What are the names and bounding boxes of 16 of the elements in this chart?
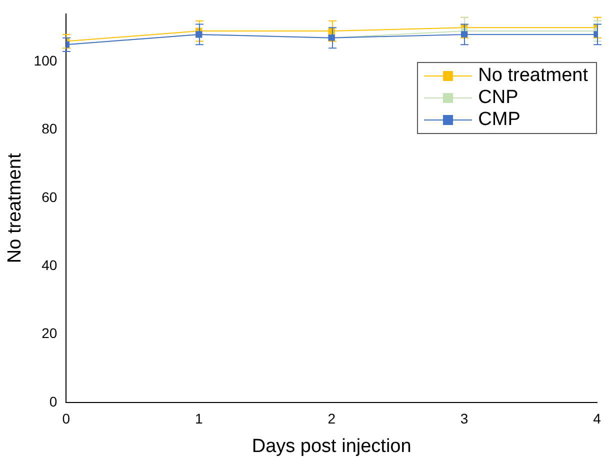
- x-tick-label: 0: [62, 410, 70, 427]
- x-tick-label: 3: [460, 410, 468, 427]
- y-tick-label: 60: [42, 188, 58, 205]
- x-tick-label: 1: [194, 410, 203, 427]
- y-tick-label: 80: [42, 120, 58, 137]
- x-tick-label: 2: [328, 410, 336, 427]
- y-tick-label: 40: [42, 256, 58, 273]
- y-tick-label: 20: [42, 325, 58, 342]
- legend-label: CMP: [478, 109, 520, 131]
- x-axis-title: Days post injection: [252, 436, 412, 457]
- legend-label: CNP: [478, 87, 518, 109]
- x-tick-label: 4: [593, 410, 602, 427]
- y-tick-label: 100: [34, 52, 58, 69]
- y-axis-title: No treatment: [4, 152, 26, 264]
- legend-label: No treatment: [478, 65, 588, 87]
- y-tick-label: 0: [49, 393, 58, 410]
